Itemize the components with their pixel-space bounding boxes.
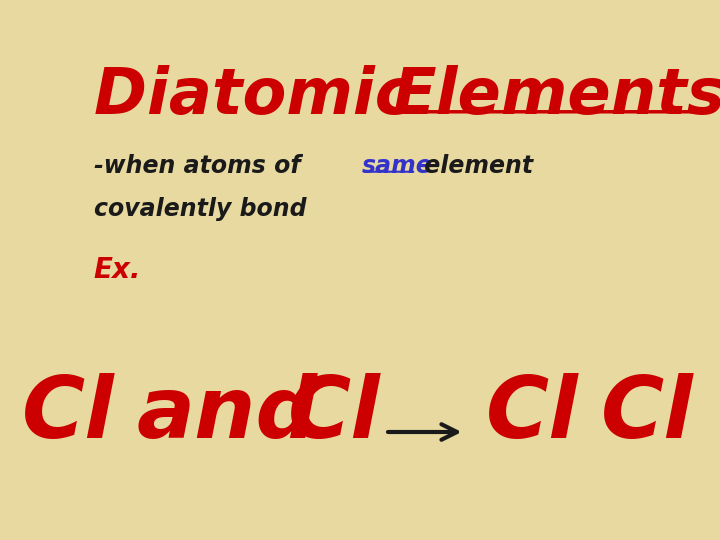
Text: Cl: Cl [601,373,694,456]
Text: Elements: Elements [392,65,720,127]
Text: Cl: Cl [486,373,579,456]
Text: covalently bond: covalently bond [94,197,306,221]
Text: element: element [416,154,534,178]
Text: Ex.: Ex. [94,256,141,285]
Text: Diatomic: Diatomic [94,65,434,127]
Text: same: same [361,154,432,178]
Text: and: and [137,373,318,456]
Text: Cl: Cl [288,373,381,456]
Text: Cl: Cl [22,373,114,456]
Text: -when atoms of: -when atoms of [94,154,308,178]
